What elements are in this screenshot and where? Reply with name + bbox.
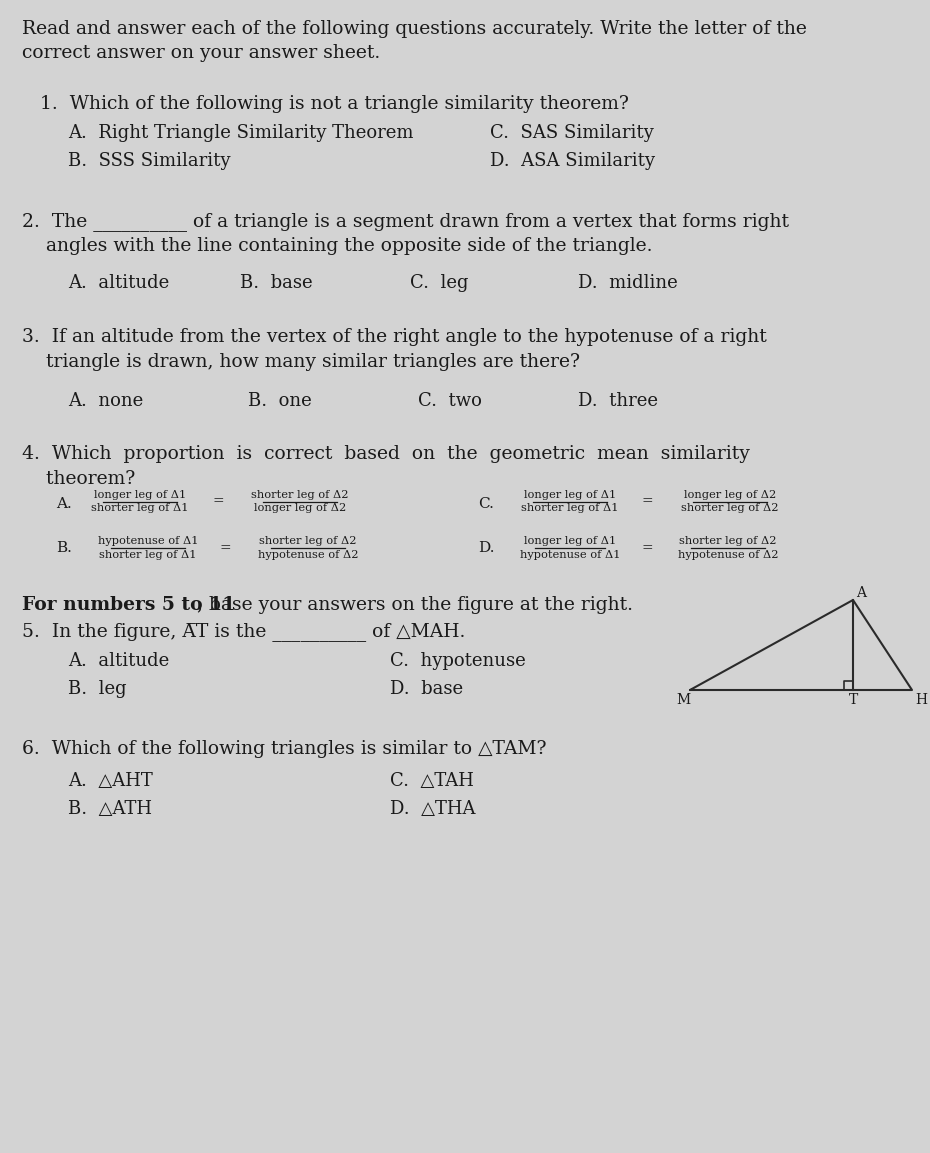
Text: longer leg of Δ1: longer leg of Δ1 xyxy=(524,536,616,547)
Text: B.  base: B. base xyxy=(240,274,312,292)
Text: hypotenuse of Δ1: hypotenuse of Δ1 xyxy=(98,536,198,547)
Text: theorem?: theorem? xyxy=(22,470,135,488)
Text: For numbers 5 to 11: For numbers 5 to 11 xyxy=(22,596,235,615)
Text: 6.  Which of the following triangles is similar to △TAM?: 6. Which of the following triangles is s… xyxy=(22,740,547,758)
Text: , base your answers on the figure at the right.: , base your answers on the figure at the… xyxy=(197,596,633,615)
Text: B.  leg: B. leg xyxy=(68,680,126,698)
Text: C.  △TAH: C. △TAH xyxy=(390,773,474,790)
Text: 5.  In the figure, A̅T̅ is the __________ of △MAH.: 5. In the figure, A̅T̅ is the __________… xyxy=(22,621,465,641)
Text: 1.  Which of the following is not a triangle similarity theorem?: 1. Which of the following is not a trian… xyxy=(40,95,629,113)
Text: longer leg of Δ1: longer leg of Δ1 xyxy=(524,490,616,500)
Text: C.  hypotenuse: C. hypotenuse xyxy=(390,651,525,670)
Text: A.  none: A. none xyxy=(68,392,143,410)
Text: shorter leg of Δ1: shorter leg of Δ1 xyxy=(91,503,189,513)
Text: B.  SSS Similarity: B. SSS Similarity xyxy=(68,152,231,169)
Text: D.  midline: D. midline xyxy=(578,274,678,292)
Text: 4.  Which  proportion  is  correct  based  on  the  geometric  mean  similarity: 4. Which proportion is correct based on … xyxy=(22,445,750,464)
Text: A.  △AHT: A. △AHT xyxy=(68,773,153,790)
Text: longer leg of Δ2: longer leg of Δ2 xyxy=(684,490,777,500)
Text: shorter leg of Δ2: shorter leg of Δ2 xyxy=(679,536,777,547)
Text: =: = xyxy=(219,541,231,555)
Text: angles with the line containing the opposite side of the triangle.: angles with the line containing the oppo… xyxy=(22,238,653,255)
Text: D.  ASA Similarity: D. ASA Similarity xyxy=(490,152,655,169)
Text: A.  altitude: A. altitude xyxy=(68,274,169,292)
Text: C.: C. xyxy=(478,497,494,511)
Text: A.: A. xyxy=(56,497,72,511)
Text: shorter leg of Δ2: shorter leg of Δ2 xyxy=(259,536,357,547)
Text: A.  Right Triangle Similarity Theorem: A. Right Triangle Similarity Theorem xyxy=(68,125,414,142)
Text: shorter leg of Δ2: shorter leg of Δ2 xyxy=(251,490,349,500)
Text: D.  three: D. three xyxy=(578,392,658,410)
Text: =: = xyxy=(641,495,653,508)
Text: hypotenuse of Δ2: hypotenuse of Δ2 xyxy=(678,550,778,559)
Text: C.  leg: C. leg xyxy=(410,274,469,292)
Text: hypotenuse of Δ2: hypotenuse of Δ2 xyxy=(258,550,358,559)
Text: A.  altitude: A. altitude xyxy=(68,651,169,670)
Text: B.  △ATH: B. △ATH xyxy=(68,800,152,817)
Text: D.  base: D. base xyxy=(390,680,463,698)
Text: longer leg of Δ1: longer leg of Δ1 xyxy=(94,490,186,500)
Text: longer leg of Δ2: longer leg of Δ2 xyxy=(254,503,346,513)
Text: A: A xyxy=(856,586,866,600)
Text: triangle is drawn, how many similar triangles are there?: triangle is drawn, how many similar tria… xyxy=(22,353,580,371)
Text: D.: D. xyxy=(478,541,495,555)
Text: C.  two: C. two xyxy=(418,392,482,410)
Text: shorter leg of Δ2: shorter leg of Δ2 xyxy=(682,503,778,513)
Text: correct answer on your answer sheet.: correct answer on your answer sheet. xyxy=(22,44,380,62)
Text: B.: B. xyxy=(56,541,72,555)
Text: D.  △THA: D. △THA xyxy=(390,800,475,817)
Text: C.  SAS Similarity: C. SAS Similarity xyxy=(490,125,654,142)
Text: 3.  If an altitude from the vertex of the right angle to the hypotenuse of a rig: 3. If an altitude from the vertex of the… xyxy=(22,327,766,346)
Text: Read and answer each of the following questions accurately. Write the letter of : Read and answer each of the following qu… xyxy=(22,20,807,38)
Text: M: M xyxy=(676,693,690,707)
Text: hypotenuse of Δ1: hypotenuse of Δ1 xyxy=(520,550,620,559)
Text: B.  one: B. one xyxy=(248,392,312,410)
Text: 2.  The __________ of a triangle is a segment drawn from a vertex that forms rig: 2. The __________ of a triangle is a seg… xyxy=(22,212,789,231)
Text: T: T xyxy=(849,693,858,707)
Text: =: = xyxy=(212,495,224,508)
Text: =: = xyxy=(641,541,653,555)
Text: shorter leg of Δ1: shorter leg of Δ1 xyxy=(521,503,618,513)
Text: shorter leg of Δ1: shorter leg of Δ1 xyxy=(100,550,197,559)
Text: H: H xyxy=(915,693,927,707)
